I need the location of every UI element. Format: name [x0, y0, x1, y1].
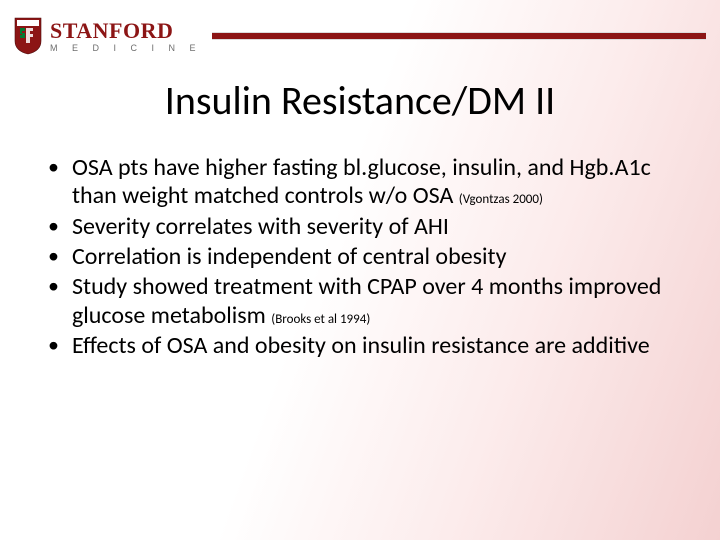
bullet-item: Study showed treatment with CPAP over 4 … — [42, 273, 678, 330]
header-rule — [212, 32, 706, 40]
slide: STANFORD M E D I C I N E Insulin Resista… — [0, 0, 720, 540]
bullet-item: Effects of OSA and obesity on insulin re… — [42, 332, 678, 360]
wordmark-bottom: M E D I C I N E — [50, 44, 202, 53]
bullet-list: OSA pts have higher fasting bl.glucose, … — [42, 154, 678, 360]
bullet-text: Correlation is independent of central ob… — [72, 242, 506, 271]
citation: (Brooks et al 1994) — [271, 312, 370, 327]
bullet-text: Severity correlates with severity of AHI — [72, 212, 449, 241]
stanford-wordmark: STANFORD M E D I C I N E — [50, 20, 202, 53]
slide-title: Insulin Resistance/DM II — [0, 76, 720, 125]
bullet-item: Severity correlates with severity of AHI — [42, 213, 678, 241]
bullet-text: Effects of OSA and obesity on insulin re… — [72, 331, 650, 360]
wordmark-top: STANFORD — [50, 20, 202, 42]
slide-body: OSA pts have higher fasting bl.glucose, … — [42, 154, 678, 362]
header-bar: STANFORD M E D I C I N E — [14, 14, 706, 58]
bullet-item: OSA pts have higher fasting bl.glucose, … — [42, 154, 678, 211]
bullet-text: OSA pts have higher fasting bl.glucose, … — [72, 153, 651, 210]
citation: (Vgontzas 2000) — [459, 192, 543, 207]
stanford-shield-icon — [14, 17, 42, 55]
bullet-item: Correlation is independent of central ob… — [42, 243, 678, 271]
